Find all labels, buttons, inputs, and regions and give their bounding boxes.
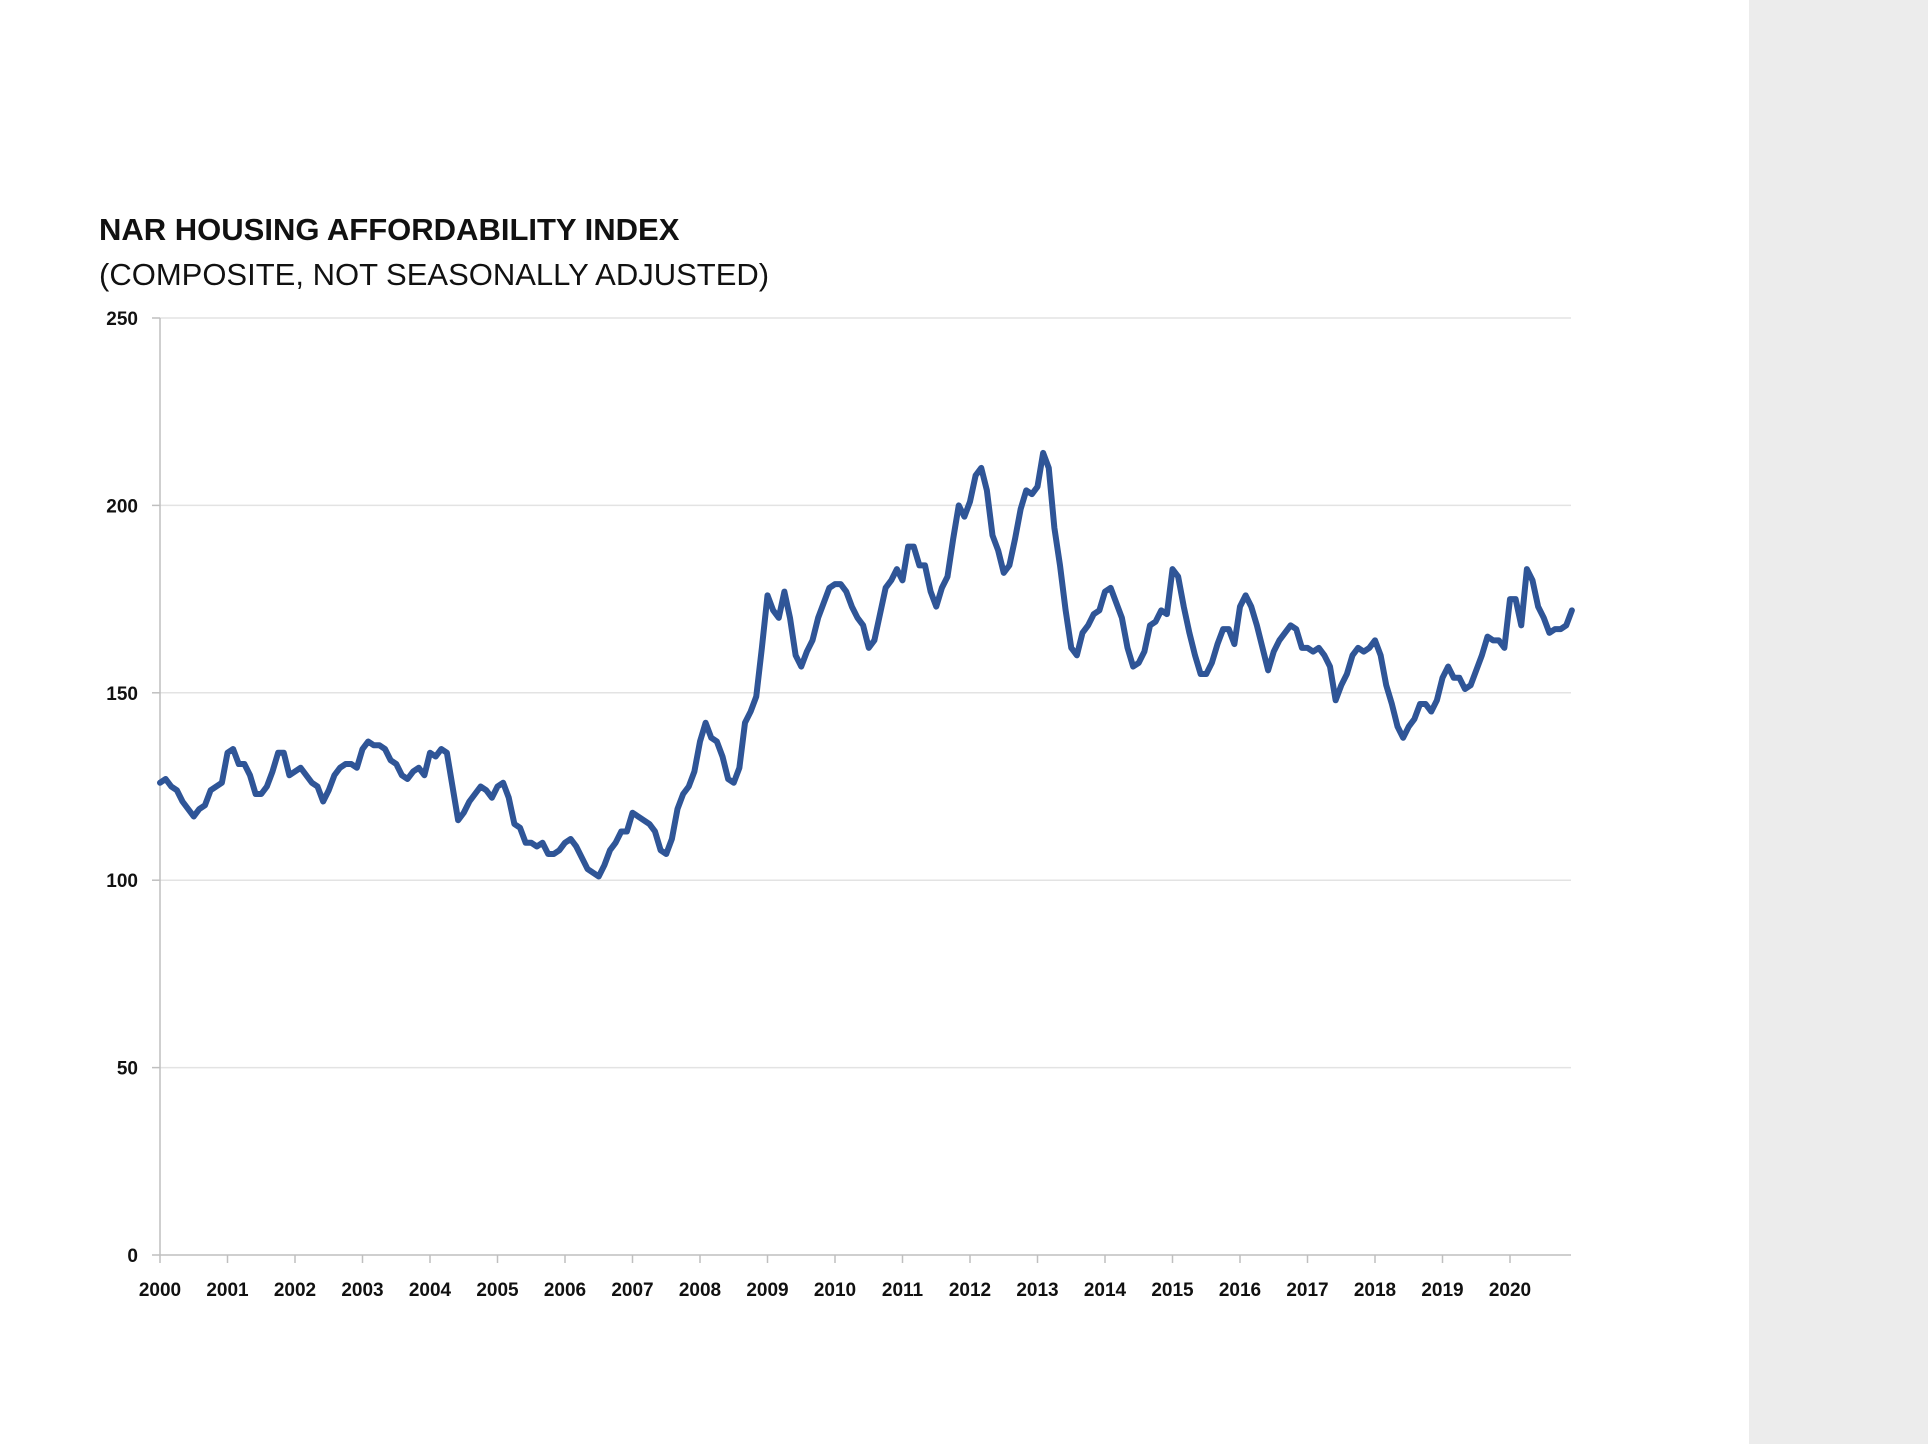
x-tick-label: 2019 [1421,1280,1463,1301]
side-panel [1749,0,1928,1444]
y-tick-label: 100 [106,871,138,892]
x-tick-label: 2000 [139,1280,181,1301]
x-tick-label: 2018 [1354,1280,1396,1301]
y-tick-label: 150 [106,684,138,705]
series-line-0 [157,449,1575,880]
chart-title: NAR HOUSING AFFORDABILITY INDEX [99,212,680,247]
x-tick-label: 2010 [814,1280,856,1301]
x-tick-label: 2009 [746,1280,788,1301]
x-tick-label: 2004 [409,1280,452,1301]
x-tick-label: 2014 [1084,1280,1127,1301]
y-tick-labels: 0 50 100 150 200 250 [106,309,138,1267]
y-tick-label: 0 [127,1246,138,1267]
x-tick-label: 2001 [206,1280,249,1301]
x-tick-label: 2007 [611,1280,653,1301]
x-tick-label: 2011 [882,1280,924,1301]
x-tick-label: 2017 [1286,1280,1328,1301]
y-tick-label: 200 [106,496,138,517]
x-tick-label: 2006 [544,1280,586,1301]
gridlines [160,317,1571,1069]
x-tick-label: 2012 [949,1280,991,1301]
x-tick-label: 2003 [341,1280,383,1301]
y-tick-label: 250 [106,309,138,330]
chart-subtitle: (COMPOSITE, NOT SEASONALLY ADJUSTED) [99,257,770,292]
x-tick-label: 2015 [1151,1280,1194,1301]
x-tick-label: 2020 [1489,1280,1531,1301]
x-tick-label: 2008 [679,1280,721,1301]
axes [152,317,1571,1263]
x-tick-label: 2002 [274,1280,316,1301]
x-tick-label: 2005 [476,1280,519,1301]
y-tick-label: 50 [117,1059,138,1080]
series-layer [157,449,1575,880]
x-tick-label: 2013 [1016,1280,1058,1301]
x-tick-label: 2016 [1219,1280,1261,1301]
x-tick-labels: 2000 2001 2002 2003 2004 2005 2006 2007 2008 2009… [139,1280,1531,1301]
